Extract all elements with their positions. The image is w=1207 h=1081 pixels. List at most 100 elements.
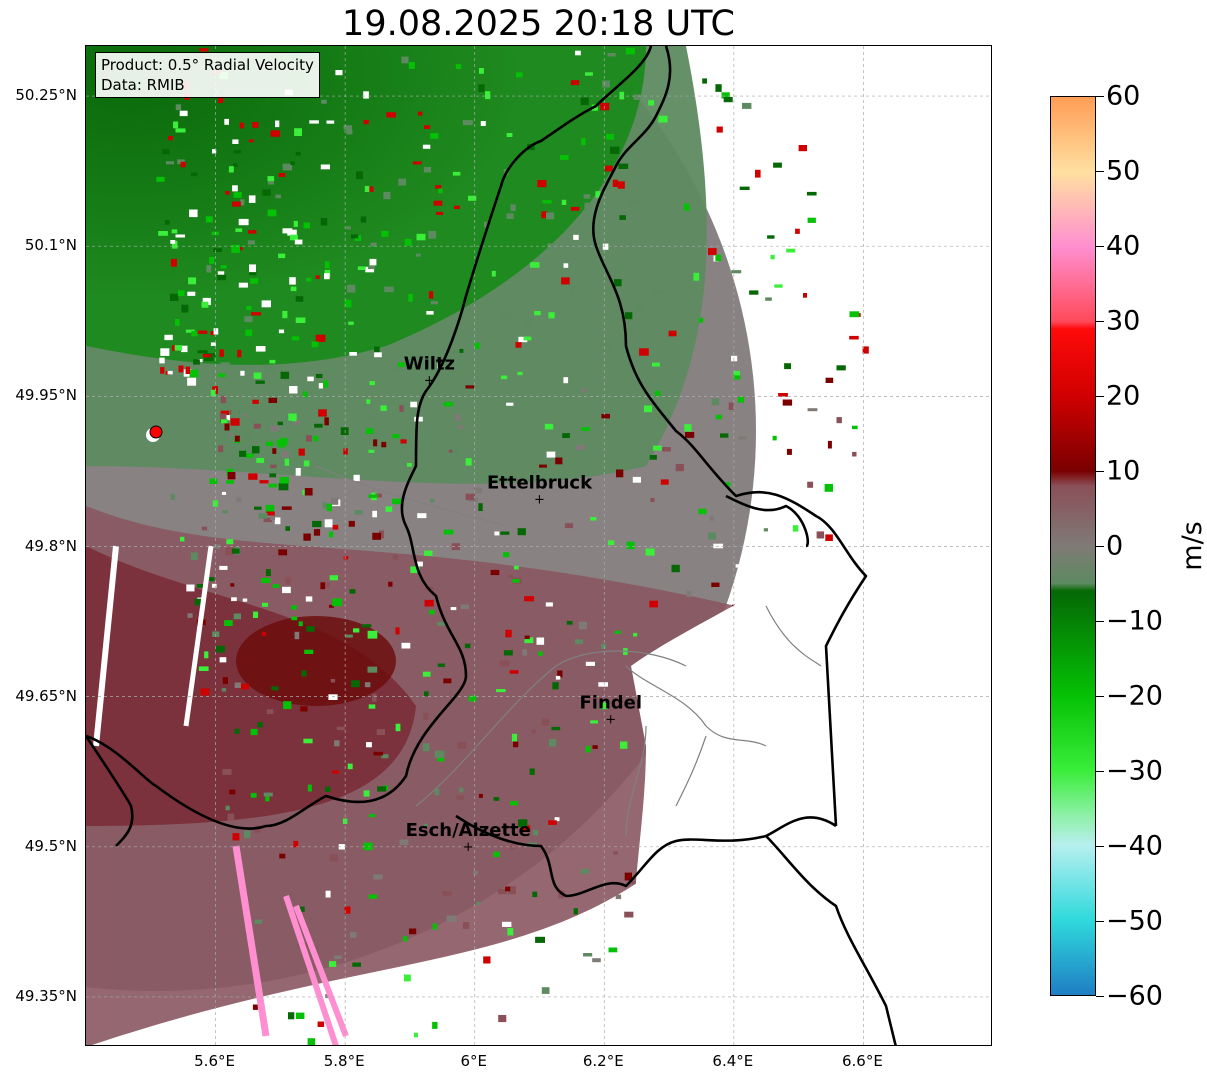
echo-speckle — [235, 457, 240, 464]
echo-speckle — [234, 728, 240, 734]
colorbar-tick-mark — [1096, 696, 1104, 697]
echo-speckle — [366, 399, 371, 406]
echo-speckle — [232, 185, 238, 192]
echo-speckle — [611, 175, 616, 180]
echo-speckle — [242, 598, 248, 602]
echo-speckle — [807, 217, 816, 223]
echo-speckle — [618, 163, 629, 169]
echo-speckle — [338, 844, 345, 850]
echo-speckle — [446, 915, 457, 922]
colorbar-tick-mark — [1096, 771, 1104, 772]
echo-speckle — [404, 238, 412, 246]
colorbar-tick-label: −40 — [1106, 830, 1163, 862]
echo-speckle — [430, 133, 439, 139]
echo-speckle — [202, 354, 211, 358]
echo-speckle — [279, 476, 290, 484]
echo-speckle — [313, 435, 319, 442]
echo-speckle — [219, 657, 227, 663]
echo-speckle — [245, 449, 254, 458]
echo-speckle — [423, 712, 429, 720]
echo-speckle — [220, 265, 227, 269]
echo-speckles — [156, 47, 869, 1045]
echo-speckle — [340, 427, 349, 435]
echo-speckle — [373, 439, 378, 447]
echo-speckle — [251, 312, 261, 316]
echo-speckle — [457, 424, 464, 430]
echo-speckle — [849, 335, 859, 340]
echo-speckle — [451, 543, 461, 551]
echo-speckle — [304, 488, 313, 496]
echo-speckle — [196, 584, 205, 588]
echo-speckle — [578, 621, 587, 630]
echo-speckle — [268, 397, 278, 403]
echo-speckle — [566, 620, 573, 625]
radar-site-dot — [149, 425, 163, 439]
national-borders — [86, 46, 897, 1045]
echo-speckle — [708, 248, 717, 256]
source-label: Data: RMIB — [101, 76, 185, 94]
echo-speckle — [658, 115, 668, 123]
echo-speckle — [626, 244, 635, 249]
echo-speckle — [367, 411, 376, 419]
echo-speckle — [653, 445, 662, 451]
echo-speckle — [398, 178, 407, 186]
echo-speckle — [548, 312, 555, 319]
echo-speckle — [167, 370, 173, 375]
echo-speckle — [220, 410, 230, 416]
echo-speckle — [278, 173, 286, 177]
echo-speckle — [742, 102, 752, 109]
clutter-streak-2 — [183, 545, 214, 727]
echo-speckle — [428, 230, 437, 239]
radar-map-canvas[interactable]: Wiltz+Ettelbruck+Findel+Esch/Alzette+ — [86, 46, 992, 1046]
echo-speckle — [731, 270, 742, 274]
echo-speckle — [215, 645, 225, 653]
lat-tick-label: 49.8°N — [24, 536, 77, 555]
colorbar-tick-mark — [1096, 321, 1104, 322]
echo-speckle — [186, 584, 195, 592]
echo-speckle — [290, 234, 298, 241]
border-germany-south — [765, 835, 897, 1045]
echo-speckle — [311, 341, 319, 348]
colorbar-tick-mark — [1096, 171, 1104, 172]
echo-speckle — [535, 936, 545, 943]
echo-speckle — [267, 209, 277, 217]
echo-speckle — [189, 209, 198, 218]
echo-speckle — [548, 820, 557, 825]
echo-speckle — [716, 126, 723, 133]
echo-speckle — [350, 932, 357, 938]
echo-speckle — [380, 405, 387, 411]
echo-speckle — [502, 312, 513, 320]
echo-speckle — [412, 161, 422, 165]
echo-speckle — [174, 345, 183, 351]
product-info-box: Product: 0.5° Radial Velocity Data: RMIB — [95, 52, 320, 98]
echo-speckle — [633, 94, 641, 100]
echo-speckle — [715, 84, 722, 92]
echo-speckle — [315, 275, 320, 279]
echo-speckle — [410, 401, 417, 408]
echo-speckle — [825, 377, 834, 383]
echo-speckle — [610, 146, 620, 154]
echo-speckle — [459, 348, 464, 353]
radar-map[interactable]: Wiltz + Ettelbruck + Findel + Esch/Alzette + — [85, 45, 992, 1046]
echo-speckle — [205, 216, 213, 223]
echo-speckle — [336, 726, 345, 731]
echo-speckle — [347, 284, 356, 293]
echo-speckle — [625, 47, 635, 55]
echo-speckle — [343, 125, 352, 130]
lon-tick-label: 5.6°E — [194, 1052, 235, 1070]
echo-speckle — [240, 199, 245, 206]
echo-speckle — [222, 769, 232, 775]
echo-speckle — [483, 221, 489, 228]
city-label: Findel — [579, 693, 642, 714]
echo-speckle — [349, 589, 356, 594]
echo-speckle — [240, 370, 245, 376]
echo-speckle — [271, 686, 279, 691]
echo-speckle — [364, 403, 373, 410]
echo-speckle — [252, 122, 259, 128]
echo-speckle — [723, 97, 733, 103]
echo-speckle — [313, 529, 321, 536]
echo-speckle — [189, 369, 199, 378]
echo-speckle — [275, 120, 280, 128]
echo-speckle — [322, 582, 330, 588]
echo-speckle — [368, 704, 376, 709]
